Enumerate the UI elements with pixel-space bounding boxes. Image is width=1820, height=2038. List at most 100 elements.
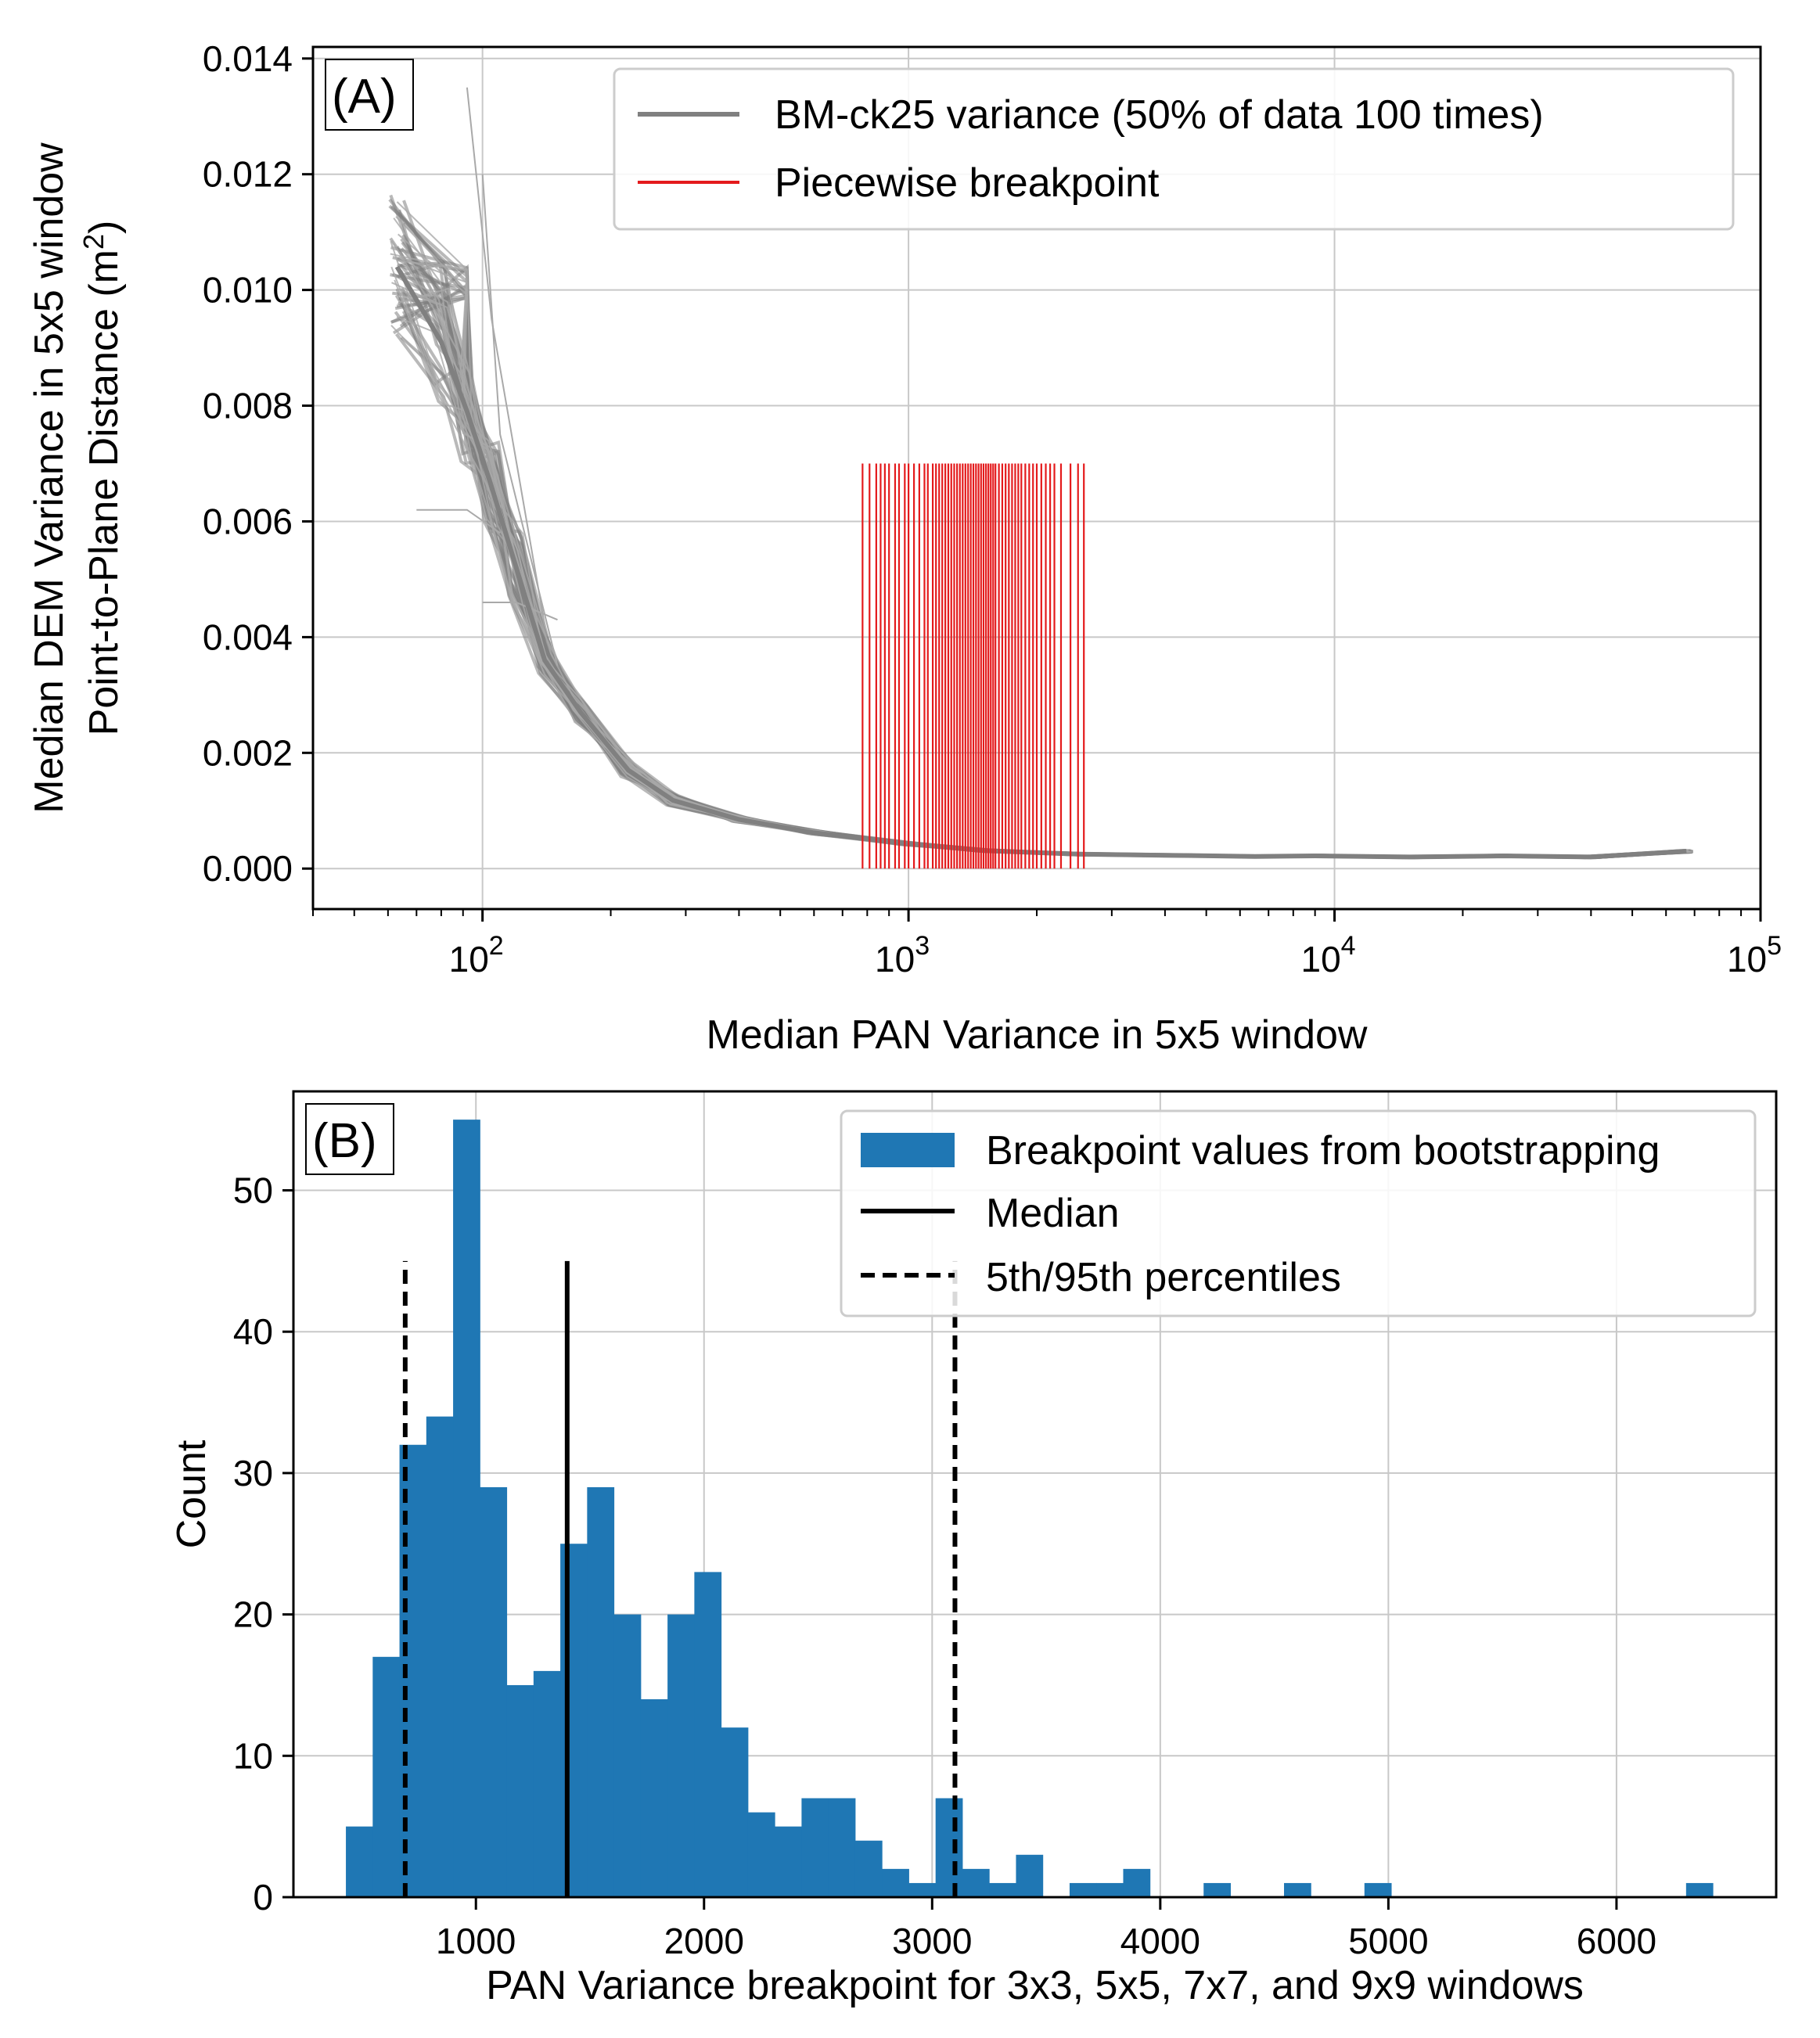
panel-b-ytick-label: 30: [233, 1453, 273, 1493]
panel-a-ytick-label: 0.004: [203, 616, 293, 657]
histogram-bar: [372, 1656, 401, 1897]
variance-curve: [394, 293, 1683, 859]
variance-curve-outlier: [481, 174, 559, 667]
panel-b-frame: [292, 1090, 1778, 1899]
variance-curve: [400, 336, 1680, 859]
variance-curve: [402, 199, 1691, 860]
variance-curve: [395, 216, 1693, 858]
panel-a-legend: BM-ck25 variance (50% of data 100 times)…: [613, 67, 1735, 231]
reference-lines: [402, 1260, 958, 1897]
legend-bootstrap-label: Breakpoint values from bootstrapping: [986, 1128, 1660, 1174]
histogram-bar: [426, 1416, 454, 1897]
panel-b-ytick-label: 40: [233, 1311, 273, 1352]
variance-curve: [392, 291, 1688, 860]
variance-curve: [397, 301, 1682, 859]
variance-curve: [396, 257, 1679, 860]
variance-curve: [401, 311, 1686, 860]
variance-curve: [396, 259, 1689, 858]
panel-b-xtick-label: 5000: [1348, 1921, 1428, 1961]
histogram-bar: [828, 1798, 856, 1897]
variance-curve: [390, 205, 1688, 859]
histogram-bar: [1364, 1882, 1392, 1897]
histogram-bar: [1096, 1882, 1124, 1897]
variance-curve-outlier: [482, 602, 558, 621]
histogram-bar: [1284, 1882, 1311, 1897]
histogram-bar: [882, 1868, 909, 1897]
histogram-bar: [854, 1840, 883, 1897]
variance-curve: [397, 209, 1688, 859]
histogram-bar: [613, 1614, 642, 1897]
xtick-exponent: 5: [1767, 931, 1782, 961]
panel-b-ytick-label: 20: [233, 1594, 273, 1635]
variance-curve: [402, 294, 1682, 858]
variance-curve-outlier: [416, 509, 501, 534]
panel-a-ytick-label: 0.000: [203, 848, 293, 889]
panel-a-y-axis-title-line2: Point-to-Plane Distance (m2): [77, 221, 127, 736]
panel-a-ytick-label: 0.002: [203, 732, 293, 773]
variance-curve: [395, 332, 1689, 859]
panel-a-ytick-label: 0.006: [203, 501, 293, 541]
panel-b-xtick-label: 1000: [436, 1921, 516, 1961]
histogram-bar: [962, 1868, 990, 1897]
xtick-base: 10: [449, 939, 489, 979]
variance-curve: [397, 261, 1682, 860]
panel-a-ytick-label: 0.014: [203, 38, 293, 79]
panel-a-y-axis-title-sup: 2: [77, 234, 110, 250]
variance-curve: [388, 198, 1692, 860]
histogram-bar: [1685, 1882, 1714, 1897]
xtick-base: 10: [1301, 939, 1341, 979]
panel-a-label: (A): [332, 70, 397, 124]
panel-a-y-axis-title: Median DEM Variance in 5x5 window Point-…: [27, 142, 127, 814]
legend-blue-patch-swatch: [861, 1133, 955, 1167]
legend-breakpoint-label: Piecewise breakpoint: [775, 160, 1160, 206]
histogram-bar: [1123, 1868, 1151, 1897]
histogram-bar: [801, 1798, 829, 1897]
histogram-bar: [935, 1798, 963, 1897]
panel-b-label-box: [305, 1103, 394, 1175]
panel-a: 0.000 0.002 0.004 0.006 0.008 0.010 0.012 0.014…: [27, 38, 1782, 1058]
histogram-bar: [480, 1486, 508, 1897]
variance-curve: [396, 316, 1681, 858]
variance-curve: [399, 264, 1689, 859]
variance-curve: [396, 297, 1684, 860]
panel-a-xtick-label: 102: [449, 931, 504, 979]
variance-curve: [401, 289, 1683, 859]
panel-a-y-axis-title-main: Point-to-Plane Distance (m: [81, 250, 127, 735]
variance-curve: [394, 294, 1692, 860]
histogram-bar: [1203, 1882, 1231, 1897]
variance-curve: [394, 279, 1682, 858]
histogram-bar: [587, 1486, 615, 1897]
panel-b-legend: Breakpoint values from bootstrapping Med…: [840, 1109, 1757, 1317]
panel-a-x-axis-title: Median PAN Variance in 5x5 window: [707, 1012, 1368, 1058]
histogram-bar: [533, 1670, 561, 1897]
variance-curve: [389, 237, 1685, 859]
histogram-bar: [1016, 1854, 1044, 1897]
panel-b-label: (B): [312, 1114, 377, 1168]
legend-percentile-label: 5th/95th percentiles: [986, 1255, 1341, 1300]
legend-median-label: Median: [986, 1191, 1120, 1236]
variance-curve: [400, 247, 1687, 860]
histogram-bar: [908, 1882, 937, 1897]
histogram-bar: [1069, 1882, 1097, 1897]
variance-curve: [397, 233, 1689, 859]
xtick-base: 10: [1727, 939, 1767, 979]
panel-b-y-axis-title: Count: [169, 1440, 214, 1548]
histogram-bar: [989, 1882, 1016, 1897]
panel-b-legend-box: [840, 1109, 1757, 1317]
histogram-bars: [346, 1120, 1714, 1897]
panel-a-y-axis-title-end: ): [81, 221, 127, 234]
histogram-bar: [453, 1120, 480, 1897]
panel-a-xtick-label: 105: [1727, 931, 1782, 979]
variance-curve: [393, 217, 1685, 858]
variance-curve: [391, 272, 1686, 859]
panel-a-xtick-label: 103: [875, 931, 930, 979]
variance-curve: [402, 250, 1684, 858]
panel-a-ticks: 0.000 0.002 0.004 0.006 0.008 0.010 0.012 0.014…: [203, 38, 1782, 979]
legend-variance-label: BM-ck25 variance (50% of data 100 times): [775, 92, 1544, 138]
xtick-exponent: 4: [1341, 931, 1356, 961]
panel-b-ytick-label: 50: [233, 1170, 273, 1210]
histogram-bar: [747, 1812, 775, 1897]
xtick-base: 10: [875, 939, 915, 979]
